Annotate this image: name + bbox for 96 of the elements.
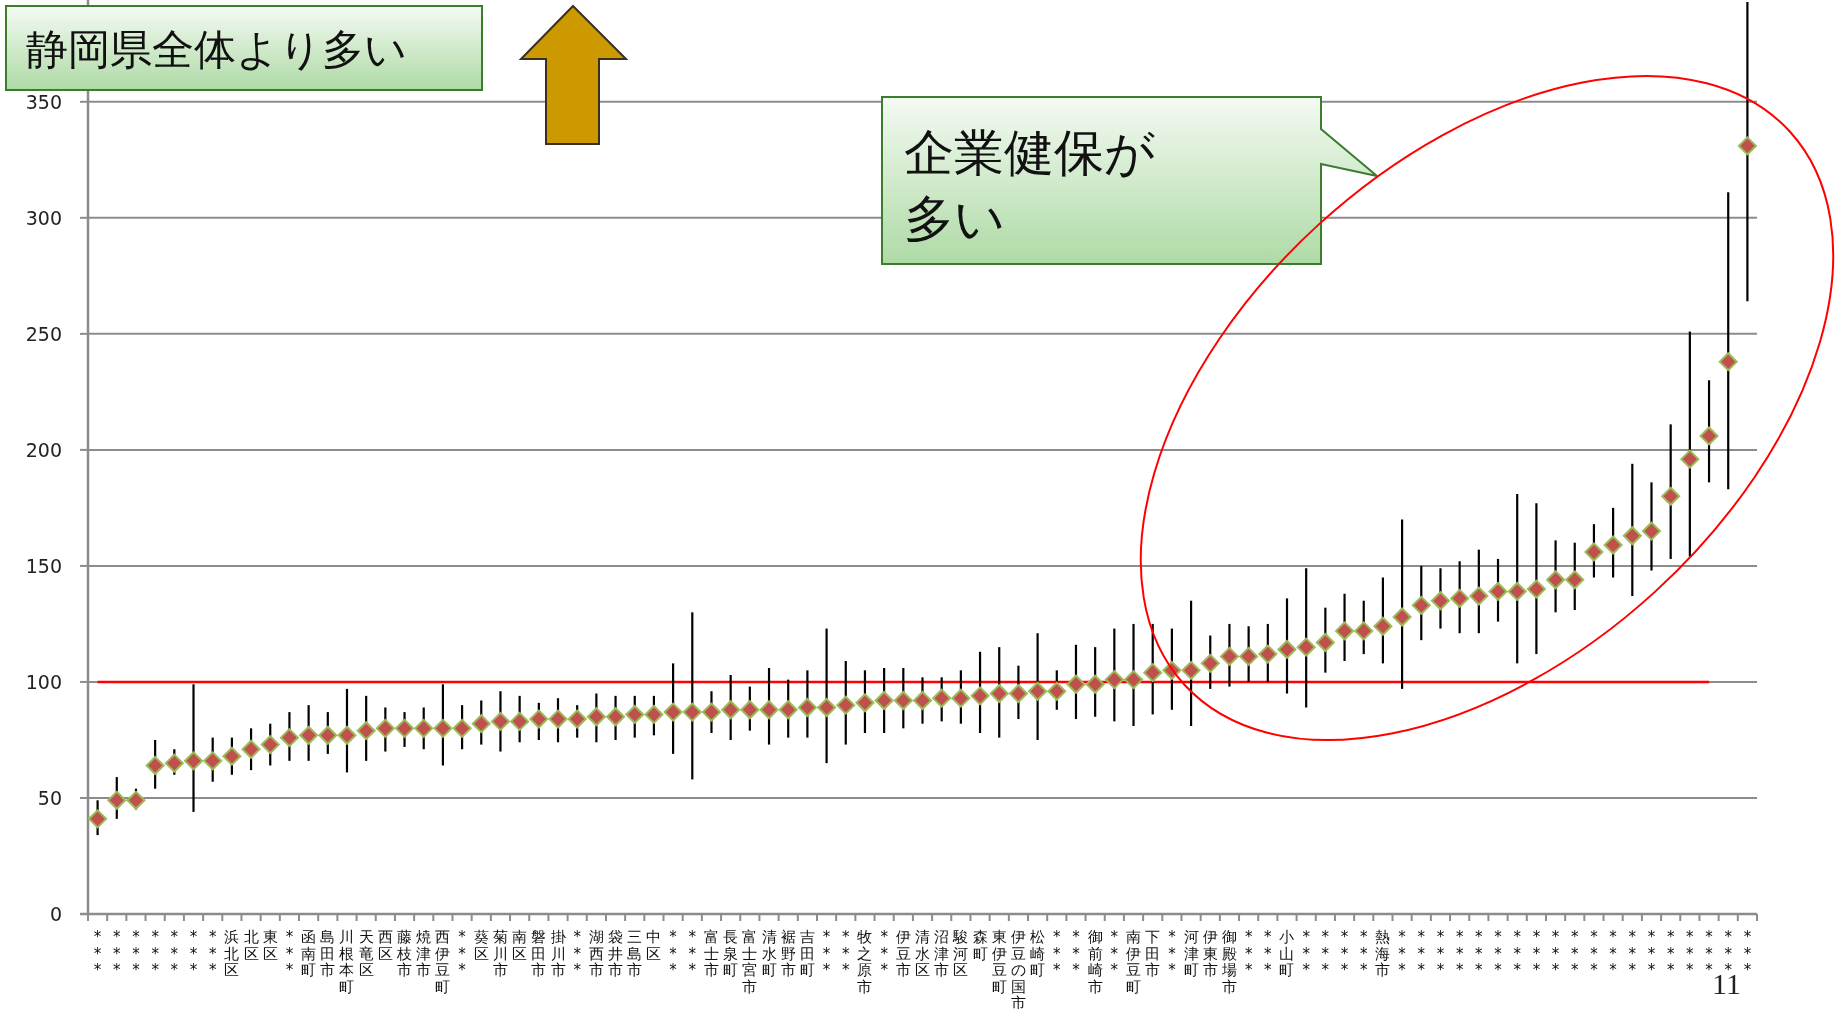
x-tick-label: *** xyxy=(1590,928,1599,979)
x-tick-label: *** xyxy=(1168,928,1177,979)
x-tick-label: 森町 xyxy=(972,928,988,963)
x-tick-label: 浜北区 xyxy=(224,928,240,979)
x-tick-label: *** xyxy=(1475,928,1484,979)
x-tick-label: *** xyxy=(1398,928,1407,979)
x-tick-label: *** xyxy=(822,928,831,979)
x-tick-label: 袋井市 xyxy=(608,928,624,979)
x-tick-label: 川根本町 xyxy=(339,928,355,996)
x-tick-label: 葵区 xyxy=(473,928,489,963)
x-tick-label: 南伊豆町 xyxy=(1126,928,1142,996)
x-tick-label: *** xyxy=(1455,928,1464,979)
x-tick-label: *** xyxy=(151,928,160,979)
x-tick-label: 長泉町 xyxy=(723,928,739,979)
x-tick-label: 西区 xyxy=(377,928,393,963)
x-tick-label: 島田市 xyxy=(320,928,336,979)
x-tick-label: *** xyxy=(880,928,889,979)
x-tick-label: 御前崎市 xyxy=(1087,928,1103,996)
x-tick-label: 天竜区 xyxy=(358,928,374,979)
x-tick-label: 富士宮市 xyxy=(742,928,758,996)
y-tick-label: 300 xyxy=(25,206,62,229)
x-tick-label: *** xyxy=(669,928,678,979)
x-tick-label: 南区 xyxy=(512,928,528,963)
x-tick-label: 清水区 xyxy=(915,928,930,979)
x-tick-label: 藤枝市 xyxy=(396,928,413,979)
x-tick-label: *** xyxy=(285,928,294,979)
x-tick-label: 磐田市 xyxy=(531,928,547,979)
x-tick-label: 牧之原市 xyxy=(857,928,873,996)
x-tick-label: *** xyxy=(1110,928,1119,979)
x-tick-label: 三島市 xyxy=(627,928,643,979)
y-tick-label: 50 xyxy=(37,786,62,809)
x-tick-label: 北区 xyxy=(243,928,259,963)
x-tick-label: *** xyxy=(1340,928,1349,979)
x-tick-label: *** xyxy=(1264,928,1273,979)
x-tick-label: 東区 xyxy=(262,928,278,963)
x-tick-label: *** xyxy=(1513,928,1522,979)
y-tick-label: 150 xyxy=(25,554,62,577)
y-tick-label: 350 xyxy=(25,90,62,113)
x-tick-label: *** xyxy=(1494,928,1503,979)
x-tick-label: 伊豆の国市 xyxy=(1010,928,1026,1009)
x-tick-label: *** xyxy=(1571,928,1579,979)
x-tick-label: *** xyxy=(1302,928,1311,979)
x-tick-label: 伊豆市 xyxy=(895,928,911,979)
y-tick-label: 250 xyxy=(25,322,62,345)
x-tick-label: *** xyxy=(1053,928,1062,979)
x-tick-label: *** xyxy=(1743,928,1752,979)
x-tick-label: 河津町 xyxy=(1183,928,1199,979)
y-tick-label: 0 xyxy=(49,903,62,925)
x-tick-label: 富士市 xyxy=(703,928,719,979)
x-tick-label: 清水町 xyxy=(761,928,777,979)
y-tick-label: 100 xyxy=(25,670,62,693)
x-tick-label: *** xyxy=(1417,928,1426,979)
x-tick-label: 東伊豆町 xyxy=(991,928,1007,996)
annotation: 静岡県全体より多い xyxy=(26,25,407,74)
y-tick-label: 200 xyxy=(25,438,62,461)
x-tick-label: *** xyxy=(1359,928,1368,979)
annotation: 企業健保が多い xyxy=(904,124,1155,248)
x-tick-label: *** xyxy=(842,928,851,979)
x-tick-label: 函南町 xyxy=(301,928,317,979)
x-tick-label: *** xyxy=(170,928,179,979)
x-tick-label: *** xyxy=(1666,928,1675,979)
x-tick-label: *** xyxy=(688,928,697,979)
x-tick-label: *** xyxy=(93,928,102,979)
x-tick-label: 下田市 xyxy=(1145,928,1161,979)
x-tick-label: *** xyxy=(1551,928,1560,979)
x-tick-label: *** xyxy=(189,928,198,979)
x-tick-label: *** xyxy=(458,928,467,979)
x-tick-label: *** xyxy=(1609,928,1618,979)
x-tick-label: *** xyxy=(1628,928,1637,979)
x-tick-label: 熱海市 xyxy=(1375,928,1391,979)
x-tick-label: 西伊豆町 xyxy=(435,928,451,996)
x-tick-label: *** xyxy=(1647,928,1656,979)
x-tick-label: 湖西市 xyxy=(588,928,604,979)
x-tick-label: *** xyxy=(573,928,582,979)
x-tick-label: 吉田町 xyxy=(799,928,815,979)
x-tick-label: *** xyxy=(1705,928,1714,979)
x-tick-label: 中区 xyxy=(646,928,662,963)
x-tick-label: 松崎町 xyxy=(1030,928,1046,979)
x-tick-label: *** xyxy=(1072,928,1081,979)
x-tick-label: 焼津市 xyxy=(416,928,432,979)
x-tick-label: 駿河区 xyxy=(952,928,969,979)
x-tick-label: 菊川市 xyxy=(492,928,508,979)
x-tick-label: 小山町 xyxy=(1279,928,1295,979)
x-tick-label: *** xyxy=(1686,928,1695,979)
x-tick-label: 沼津市 xyxy=(934,928,950,979)
x-tick-label: *** xyxy=(1321,928,1330,979)
x-tick-label: 伊東市 xyxy=(1202,928,1218,979)
x-tick-label: *** xyxy=(1244,928,1253,979)
x-tick-label: *** xyxy=(1436,928,1445,979)
x-tick-label: *** xyxy=(132,928,141,979)
x-tick-label: 御殿場市 xyxy=(1220,928,1237,996)
x-tick-label: *** xyxy=(208,928,217,979)
x-tick-label: *** xyxy=(1532,928,1541,979)
x-tick-label: 掛川市 xyxy=(550,928,566,979)
x-tick-label: 裾野市 xyxy=(780,928,796,979)
x-tick-label: *** xyxy=(113,928,122,979)
